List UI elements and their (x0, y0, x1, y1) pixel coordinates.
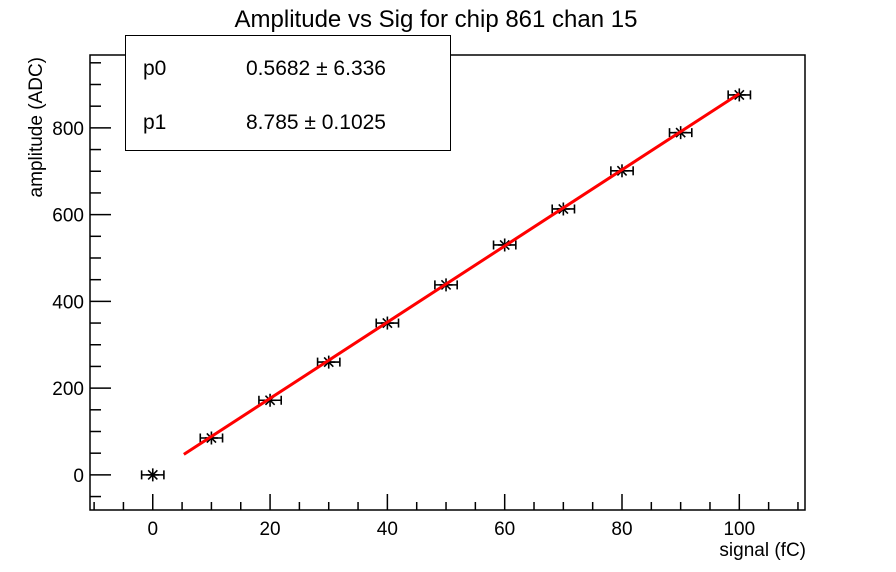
y-tick-label: 800 (52, 119, 84, 140)
y-tick-label: 0 (73, 466, 84, 487)
x-tick-label: 60 (494, 519, 515, 540)
x-tick-label: 0 (147, 519, 158, 540)
param-p1-name: p1 (143, 111, 167, 134)
x-tick-label: 40 (377, 519, 398, 540)
plot-title: Amplitude vs Sig for chip 861 chan 15 (234, 6, 638, 33)
data-point (434, 278, 458, 292)
data-point (258, 393, 283, 407)
param-p0-value: 0.5682 ± 6.336 (246, 57, 386, 80)
fit-line (183, 92, 741, 456)
fit-stats-box: p0 0.5682 ± 6.336 p1 8.785 ± 0.1025 (125, 35, 451, 151)
y-tick-label: 600 (52, 206, 84, 227)
x-tick-label: 20 (259, 519, 280, 540)
y-tick-label: 200 (52, 379, 84, 400)
y-tick-label: 400 (52, 292, 84, 313)
param-p1-value: 8.785 ± 0.1025 (246, 111, 386, 134)
stats-row-p0: p0 0.5682 ± 6.336 (126, 42, 450, 96)
x-axis-title: signal (fC) (719, 540, 806, 561)
x-tick-label: 100 (723, 519, 755, 540)
x-tick-label: 80 (611, 519, 632, 540)
y-axis-title: amplitude (ADC) (26, 57, 47, 197)
fit-line-group (183, 92, 741, 456)
param-p0-name: p0 (143, 57, 167, 80)
stats-row-p1: p1 8.785 ± 0.1025 (126, 96, 450, 150)
data-point (140, 468, 165, 482)
